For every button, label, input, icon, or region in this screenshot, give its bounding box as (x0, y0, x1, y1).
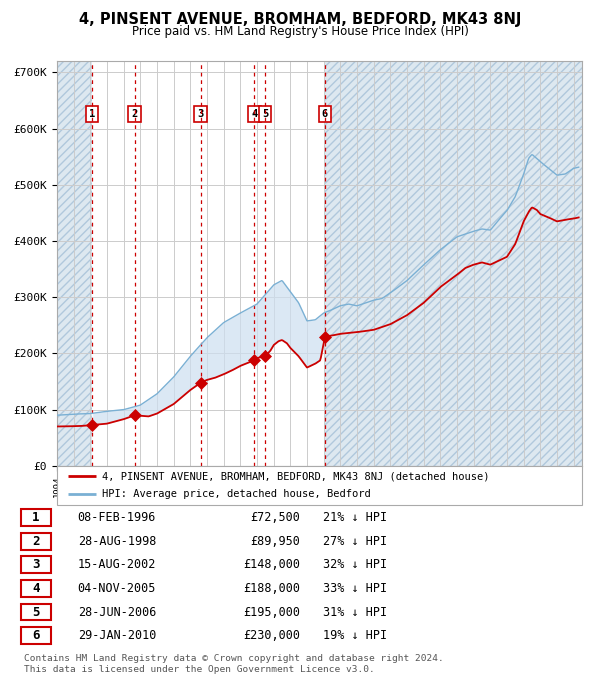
Bar (325, 61, 582, 466)
Text: 33% ↓ HPI: 33% ↓ HPI (323, 582, 387, 595)
Text: £188,000: £188,000 (243, 582, 300, 595)
FancyBboxPatch shape (20, 627, 52, 644)
Text: 5: 5 (262, 109, 268, 119)
Text: 3: 3 (197, 109, 204, 119)
Text: 2: 2 (32, 534, 40, 548)
Text: 15-AUG-2002: 15-AUG-2002 (78, 558, 156, 571)
Text: 08-FEB-1996: 08-FEB-1996 (78, 511, 156, 524)
Text: 04-NOV-2005: 04-NOV-2005 (78, 582, 156, 595)
Text: 27% ↓ HPI: 27% ↓ HPI (323, 534, 387, 548)
Text: 2: 2 (131, 109, 138, 119)
Text: 6: 6 (322, 109, 328, 119)
Text: 6: 6 (32, 629, 40, 642)
Text: 4: 4 (251, 109, 257, 119)
Text: 19% ↓ HPI: 19% ↓ HPI (323, 629, 387, 642)
Text: 4, PINSENT AVENUE, BROMHAM, BEDFORD, MK43 8NJ (detached house): 4, PINSENT AVENUE, BROMHAM, BEDFORD, MK4… (101, 471, 489, 481)
FancyBboxPatch shape (20, 556, 52, 573)
Text: 28-JUN-2006: 28-JUN-2006 (78, 605, 156, 619)
Text: HPI: Average price, detached house, Bedford: HPI: Average price, detached house, Bedf… (101, 489, 370, 499)
FancyBboxPatch shape (20, 604, 52, 620)
FancyBboxPatch shape (57, 466, 582, 505)
Text: 4: 4 (32, 582, 40, 595)
Text: £89,950: £89,950 (250, 534, 300, 548)
Bar (57, 61, 92, 466)
Text: £230,000: £230,000 (243, 629, 300, 642)
Text: 1: 1 (89, 109, 95, 119)
Text: 21% ↓ HPI: 21% ↓ HPI (323, 511, 387, 524)
Text: Price paid vs. HM Land Registry's House Price Index (HPI): Price paid vs. HM Land Registry's House … (131, 25, 469, 38)
Text: £72,500: £72,500 (250, 511, 300, 524)
Text: 1: 1 (32, 511, 40, 524)
Text: 3: 3 (32, 558, 40, 571)
Text: 32% ↓ HPI: 32% ↓ HPI (323, 558, 387, 571)
Text: 29-JAN-2010: 29-JAN-2010 (78, 629, 156, 642)
Text: £148,000: £148,000 (243, 558, 300, 571)
Text: 5: 5 (32, 605, 40, 619)
FancyBboxPatch shape (20, 580, 52, 597)
Text: £195,000: £195,000 (243, 605, 300, 619)
FancyBboxPatch shape (20, 509, 52, 526)
Text: 4, PINSENT AVENUE, BROMHAM, BEDFORD, MK43 8NJ: 4, PINSENT AVENUE, BROMHAM, BEDFORD, MK4… (79, 12, 521, 27)
FancyBboxPatch shape (20, 533, 52, 549)
Text: 28-AUG-1998: 28-AUG-1998 (78, 534, 156, 548)
Text: 31% ↓ HPI: 31% ↓ HPI (323, 605, 387, 619)
Text: Contains HM Land Registry data © Crown copyright and database right 2024.
This d: Contains HM Land Registry data © Crown c… (24, 654, 444, 674)
